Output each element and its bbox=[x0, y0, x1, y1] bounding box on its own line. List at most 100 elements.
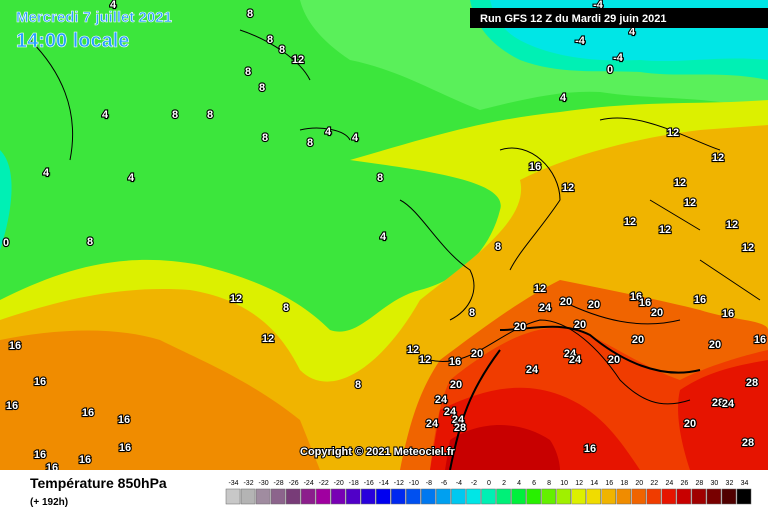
legend-tick-label: -22 bbox=[319, 480, 329, 487]
legend-tick-label: 6 bbox=[532, 480, 536, 487]
legend-swatch bbox=[315, 488, 331, 505]
legend-swatch bbox=[330, 488, 346, 505]
legend-tick-label: 24 bbox=[665, 480, 673, 487]
legend-swatch bbox=[270, 488, 286, 505]
contour-label: 8 bbox=[377, 172, 383, 184]
contour-label: -4 bbox=[575, 35, 586, 47]
legend-tick-label: -34 bbox=[228, 480, 238, 487]
contour-label: 28 bbox=[746, 377, 758, 389]
contour-label: 20 bbox=[632, 334, 644, 346]
contour-label: 20 bbox=[588, 299, 600, 311]
legend-swatch bbox=[300, 488, 316, 505]
run-info: Run GFS 12 Z du Mardi 29 juin 2021 bbox=[480, 13, 666, 25]
legend-tick-label: -30 bbox=[259, 480, 269, 487]
contour-label: 24 bbox=[526, 364, 539, 376]
contour-label: 4 bbox=[352, 132, 359, 144]
contour-label: 16 bbox=[449, 356, 461, 368]
contour-label: 12 bbox=[712, 152, 724, 164]
legend-swatch bbox=[586, 488, 601, 505]
contour-label: 16 bbox=[639, 297, 651, 309]
contour-label: 24 bbox=[569, 354, 582, 366]
legend-tick-label: 26 bbox=[680, 480, 688, 487]
legend-tick-label: 14 bbox=[590, 480, 598, 487]
contour-label: 16 bbox=[584, 443, 596, 455]
footer-lead: (+ 192h) bbox=[30, 497, 68, 508]
legend-tick-label: -2 bbox=[471, 480, 477, 487]
contour-label: 16 bbox=[9, 340, 21, 352]
legend-tick-label: -6 bbox=[441, 480, 447, 487]
legend-tick-label: 32 bbox=[726, 480, 734, 487]
contour-label: 4 bbox=[128, 172, 135, 184]
contour-label: 12 bbox=[262, 333, 274, 345]
contour-label: 20 bbox=[684, 418, 696, 430]
zone-teal-west bbox=[0, 150, 12, 250]
contour-label: 4 bbox=[629, 26, 636, 38]
legend-swatch bbox=[676, 488, 692, 505]
contour-label: 12 bbox=[742, 242, 754, 254]
legend-swatch bbox=[616, 488, 632, 505]
contour-label: 12 bbox=[684, 197, 696, 209]
legend-tick-label: -28 bbox=[274, 480, 284, 487]
legend-swatch bbox=[721, 488, 737, 505]
contour-label: 24 bbox=[426, 418, 439, 430]
contour-label: 20 bbox=[651, 307, 663, 319]
legend-swatch bbox=[661, 488, 677, 505]
legend-tick-label: -18 bbox=[349, 480, 359, 487]
legend-tick-label: -12 bbox=[394, 480, 404, 487]
color-legend: -34 -32 -30 -28 -26 -24 -22 -20 -18 -16 -14 -12 -10-… bbox=[225, 480, 752, 505]
legend-swatch bbox=[466, 488, 481, 505]
legend-swatch bbox=[496, 488, 511, 505]
contour-label: 28 bbox=[742, 437, 754, 449]
contour-label: 24 bbox=[435, 394, 448, 406]
contour-label: 4 bbox=[110, 0, 117, 11]
legend-tick-label: 18 bbox=[620, 480, 628, 487]
legend-swatch bbox=[601, 488, 616, 505]
legend-tick-label: 12 bbox=[575, 480, 583, 487]
legend-tick-label: 34 bbox=[741, 480, 749, 487]
legend-tick-label: 2 bbox=[502, 480, 506, 487]
legend-tick-label: 20 bbox=[635, 480, 643, 487]
legend-tick-label: -24 bbox=[304, 480, 314, 487]
legend-swatch bbox=[736, 488, 752, 505]
contour-label: 16 bbox=[694, 294, 706, 306]
legend-tick-label: 10 bbox=[560, 480, 568, 487]
legend-tick-label: 16 bbox=[605, 480, 613, 487]
legend-swatch bbox=[376, 488, 391, 505]
contour-label: 8 bbox=[259, 82, 265, 94]
contour-label: 12 bbox=[726, 219, 738, 231]
contour-label: 16 bbox=[34, 376, 46, 388]
contour-label: 20 bbox=[574, 319, 586, 331]
contour-label: 24 bbox=[564, 348, 577, 360]
legend-tick-label: -32 bbox=[243, 480, 253, 487]
contour-label: 16 bbox=[529, 161, 541, 173]
legend-swatch bbox=[285, 488, 301, 505]
contour-label: 8 bbox=[87, 236, 93, 248]
contour-label: -4 bbox=[613, 52, 624, 64]
contour-label: 8 bbox=[495, 241, 501, 253]
legend-swatch bbox=[451, 488, 466, 505]
contour-label: 4 bbox=[43, 167, 50, 179]
contour-label: 8 bbox=[245, 66, 251, 78]
contour-label: 16 bbox=[754, 334, 766, 346]
contour-label: 20 bbox=[709, 339, 721, 351]
legend-swatch bbox=[406, 488, 421, 505]
contour-label: 16 bbox=[722, 308, 734, 320]
contour-label: 4 bbox=[325, 126, 332, 138]
contour-label: 20 bbox=[450, 379, 462, 391]
forecast-date: Mercredi 7 juillet 2021 bbox=[16, 9, 172, 26]
legend-swatch bbox=[646, 488, 662, 505]
contour-label: 8 bbox=[283, 302, 289, 314]
legend-swatch bbox=[345, 488, 361, 505]
legend-tick-label: 4 bbox=[517, 480, 521, 487]
contour-label: 12 bbox=[667, 127, 679, 139]
contour-label: 16 bbox=[630, 291, 642, 303]
contour-label: 12 bbox=[534, 283, 546, 295]
zone-orange-sw bbox=[0, 330, 320, 470]
legend-tick-label: 28 bbox=[696, 480, 704, 487]
contour-label: 12 bbox=[624, 216, 636, 228]
contour-label: 8 bbox=[207, 109, 213, 121]
contour-label: 16 bbox=[82, 407, 94, 419]
contour-label: 20 bbox=[514, 321, 526, 333]
copyright: Copyright © 2021 Meteociel.fr bbox=[300, 446, 456, 458]
legend-swatch bbox=[571, 488, 586, 505]
